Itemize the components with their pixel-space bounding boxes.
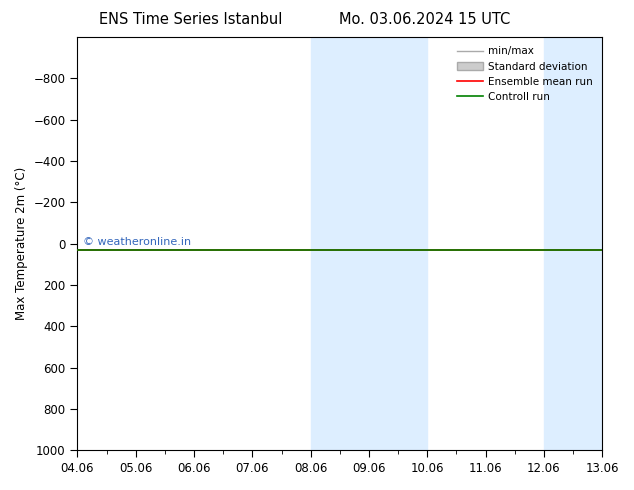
Text: © weatheronline.in: © weatheronline.in — [82, 237, 191, 246]
Legend: min/max, Standard deviation, Ensemble mean run, Controll run: min/max, Standard deviation, Ensemble me… — [453, 42, 597, 106]
Bar — [544, 37, 602, 450]
Y-axis label: Max Temperature 2m (°C): Max Temperature 2m (°C) — [15, 167, 28, 320]
Text: Mo. 03.06.2024 15 UTC: Mo. 03.06.2024 15 UTC — [339, 12, 510, 27]
Bar — [311, 37, 427, 450]
Text: ENS Time Series Istanbul: ENS Time Series Istanbul — [98, 12, 282, 27]
